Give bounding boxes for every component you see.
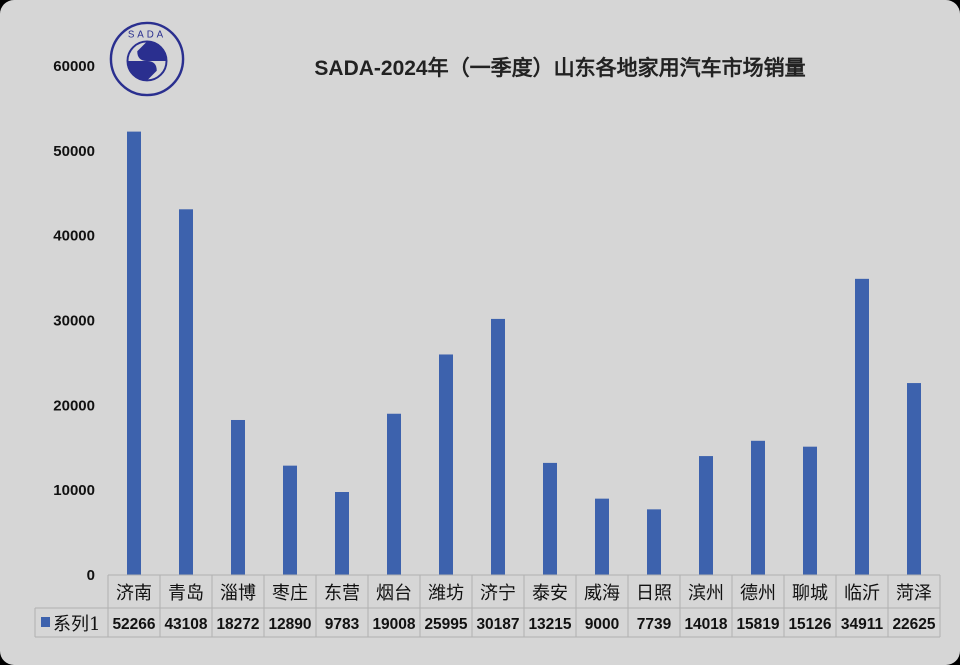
category-label: 济南 — [116, 583, 152, 604]
category-label: 淄博 — [220, 583, 256, 604]
y-tick-label: 30000 — [53, 313, 95, 330]
data-value: 9000 — [585, 616, 619, 633]
data-value: 12890 — [268, 616, 311, 633]
data-value: 34911 — [841, 616, 884, 633]
bar-威海 — [595, 498, 609, 575]
bar-济南 — [127, 131, 141, 575]
y-tick-label: 40000 — [53, 228, 95, 245]
category-label: 日照 — [636, 583, 672, 604]
bar-淄博 — [231, 419, 245, 575]
y-tick-label: 0 — [87, 567, 95, 584]
bar-潍坊 — [439, 354, 453, 575]
data-value: 15126 — [788, 616, 831, 633]
bar-日照 — [647, 509, 661, 575]
data-value: 15819 — [736, 616, 779, 633]
category-label: 枣庄 — [272, 583, 308, 604]
category-label: 菏泽 — [896, 583, 932, 604]
data-value: 30187 — [476, 616, 519, 633]
category-label: 威海 — [584, 583, 620, 604]
sada-logo: SADA — [109, 21, 185, 97]
bar-德州 — [751, 440, 765, 575]
data-value: 43108 — [164, 616, 207, 633]
data-value: 7739 — [637, 616, 672, 633]
y-tick-label: 20000 — [53, 397, 95, 414]
bar-滨州 — [699, 456, 713, 575]
bar-枣庄 — [283, 465, 297, 575]
y-tick-label: 60000 — [53, 58, 95, 75]
data-value: 19008 — [372, 616, 415, 633]
y-tick-label: 10000 — [53, 482, 95, 499]
data-value: 25995 — [424, 616, 467, 633]
bar-东营 — [335, 492, 349, 575]
category-label: 临沂 — [844, 583, 880, 604]
bar-菏泽 — [907, 383, 921, 575]
category-label: 济宁 — [480, 583, 516, 604]
data-value: 14018 — [684, 616, 727, 633]
bar-青岛 — [179, 209, 193, 575]
category-label: 青岛 — [168, 583, 204, 604]
data-value: 22625 — [892, 616, 935, 633]
bar-烟台 — [387, 413, 401, 575]
bar-临沂 — [855, 278, 869, 575]
legend-series-name: 系列1 — [53, 614, 100, 635]
legend-swatch — [41, 617, 50, 627]
y-tick-label: 50000 — [53, 143, 95, 160]
category-label: 德州 — [740, 583, 776, 604]
category-label: 滨州 — [688, 583, 724, 604]
category-label: 潍坊 — [428, 583, 464, 604]
bar-聊城 — [803, 446, 817, 575]
chart-title: SADA-2024年（一季度）山东各地家用汽车市场销量 — [314, 57, 806, 80]
data-value: 13215 — [528, 616, 571, 633]
data-value: 9783 — [325, 616, 360, 633]
category-label: 烟台 — [376, 583, 412, 604]
bar-济宁 — [491, 318, 505, 575]
data-value: 18272 — [216, 616, 259, 633]
category-label: 泰安 — [532, 583, 568, 604]
svg-text:SADA: SADA — [128, 30, 166, 41]
category-label: 聊城 — [792, 583, 828, 604]
category-label: 东营 — [324, 583, 360, 604]
data-value: 52266 — [112, 616, 155, 633]
bar-泰安 — [543, 462, 557, 575]
